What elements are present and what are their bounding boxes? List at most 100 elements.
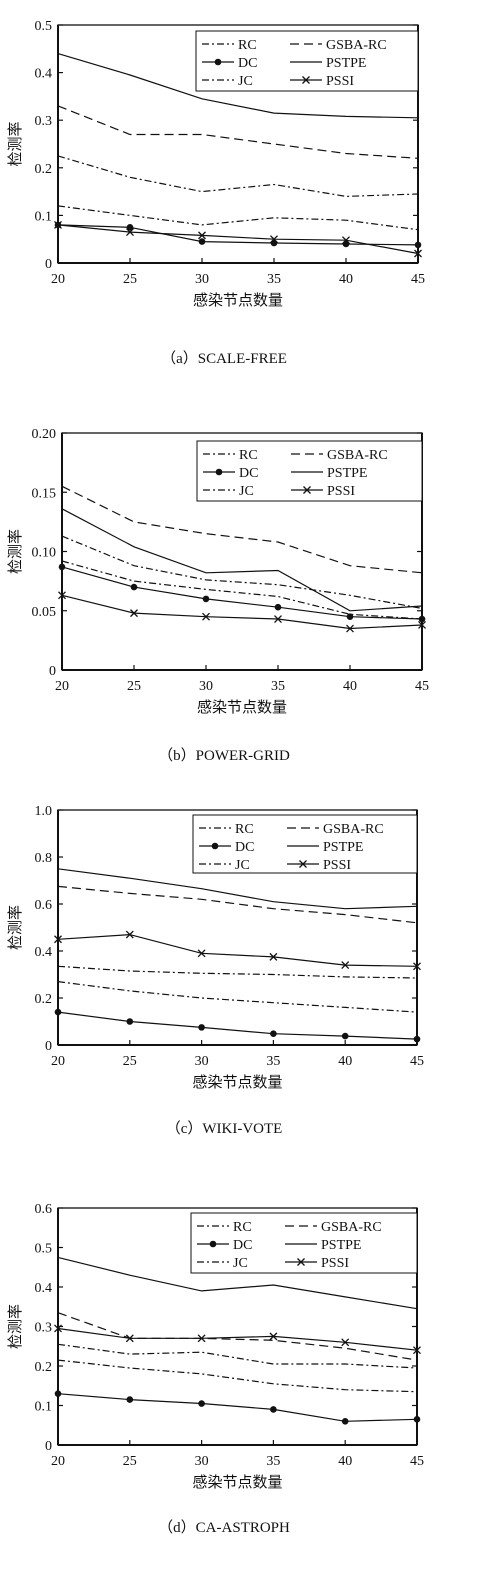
- data-point-dc: [270, 1030, 277, 1038]
- data-point-dc: [58, 563, 66, 571]
- legend-marker-dc: [209, 1240, 217, 1248]
- legend-marker-pssi: [302, 76, 310, 84]
- data-point-pssi: [54, 1324, 62, 1333]
- y-tick-label: 0.10: [32, 546, 57, 561]
- legend-marker-dc: [211, 842, 219, 850]
- y-tick-label: 0.3: [35, 114, 53, 129]
- x-tick-label: 40: [343, 679, 357, 694]
- x-axis-label: 感染节点数量: [192, 1473, 282, 1491]
- data-point-pssi: [270, 235, 278, 244]
- data-point-pssi: [414, 249, 422, 258]
- x-tick-label: 30: [195, 1054, 209, 1069]
- panel-caption: （d）CA-ASTROPH: [158, 1519, 290, 1536]
- y-tick-label: 0: [49, 664, 56, 679]
- chart-panel-3: 0 0.2 0.4 0.6 0.8 1.0 20 25 30 35 40 45 感染节点数量 检测率 RC G…: [6, 804, 424, 1137]
- panel-caption: （b）POWER-GRID: [158, 747, 290, 764]
- y-tick-label: 0.3: [35, 1321, 53, 1336]
- x-tick-label: 25: [123, 1054, 137, 1069]
- data-point-pssi: [413, 962, 421, 971]
- data-point-pssi: [418, 621, 426, 629]
- data-point-dc: [202, 595, 210, 603]
- legend-label-pstpe: PSTPE: [321, 1238, 361, 1253]
- data-point-pssi: [274, 615, 282, 624]
- data-point-dc: [126, 224, 134, 231]
- y-tick-label: 0.4: [35, 1281, 53, 1296]
- legend-label-dc: DC: [233, 1238, 252, 1253]
- legend-marker-pssi: [297, 1258, 305, 1266]
- series-line-rc: [57, 205, 419, 231]
- y-tick-label: 0.2: [35, 162, 53, 177]
- series-line-pssi: [57, 224, 419, 255]
- legend-marker-dc: [215, 468, 223, 476]
- legend-label-jc: JC: [239, 484, 254, 499]
- y-tick-label: 0.6: [35, 898, 53, 913]
- x-tick-label: 30: [195, 1454, 209, 1469]
- data-point-pssi: [341, 1338, 350, 1347]
- data-point-pssi: [54, 220, 62, 229]
- data-point-pssi: [197, 1334, 206, 1343]
- legend-label-dc: DC: [238, 56, 257, 71]
- series-line-pssi: [57, 1327, 418, 1351]
- y-tick-label: 0: [45, 1039, 52, 1054]
- series-line-gsba-rc: [61, 485, 423, 574]
- y-tick-label: 0.05: [32, 605, 57, 620]
- chart-panel-4: 0 0.1 0.2 0.3 0.4 0.5 0.6 20 25 30 35 40 45 感染节点数量 检测率…: [6, 1202, 424, 1536]
- data-point-dc: [198, 1024, 205, 1031]
- series-line-jc: [57, 155, 419, 198]
- legend-label-pssi: PSSI: [326, 74, 354, 89]
- x-axis-label: 感染节点数量: [192, 1073, 282, 1091]
- series-line-gsba-rc: [57, 885, 418, 924]
- series-line-dc: [61, 566, 423, 620]
- y-tick-label: 0: [45, 1439, 52, 1454]
- series-line-gsba-rc: [57, 105, 419, 159]
- x-tick-label: 20: [51, 272, 65, 287]
- y-tick-label: 1.0: [35, 804, 53, 819]
- data-point-pssi: [130, 609, 138, 618]
- y-tick-label: 0.5: [35, 19, 53, 34]
- legend-marker-pssi: [299, 860, 307, 868]
- x-tick-label: 45: [415, 679, 429, 694]
- legend-label-gsba-rc: GSBA-RC: [323, 822, 384, 837]
- data-point-pssi: [346, 624, 354, 633]
- x-tick-label: 45: [410, 1454, 424, 1469]
- data-point-dc: [414, 241, 422, 249]
- y-tick-label: 0.4: [35, 945, 53, 960]
- series-line-jc: [57, 1359, 418, 1393]
- series-line-rc: [57, 1343, 418, 1369]
- legend-label-pstpe: PSTPE: [323, 840, 363, 855]
- x-axis-label: 感染节点数量: [193, 291, 283, 309]
- y-tick-label: 0.5: [35, 1242, 53, 1257]
- y-tick-label: 0.2: [35, 1360, 53, 1375]
- legend-label-rc: RC: [233, 1220, 252, 1235]
- data-point-dc: [54, 1008, 62, 1016]
- series-line-rc: [57, 965, 418, 979]
- data-point-pssi: [342, 236, 350, 245]
- series-line-rc: [61, 560, 423, 620]
- y-tick-label: 0.4: [35, 67, 53, 82]
- legend-label-pstpe: PSTPE: [326, 56, 366, 71]
- x-tick-label: 40: [338, 1054, 352, 1069]
- data-point-dc: [126, 1396, 134, 1403]
- y-tick-label: 0.6: [35, 1202, 53, 1217]
- x-tick-label: 35: [266, 1454, 280, 1469]
- x-tick-label: 35: [271, 679, 285, 694]
- x-tick-label: 25: [127, 679, 141, 694]
- series-line-pstpe: [61, 508, 423, 612]
- series-line-dc: [57, 224, 419, 246]
- data-point-pssi: [202, 612, 210, 621]
- data-point-dc: [274, 603, 282, 611]
- legend-marker-dc: [214, 58, 222, 66]
- chart-panel-1: 0 0.1 0.2 0.3 0.4 0.5 20 25 30 35 40 45 感染节点数量 检测率 RC G…: [6, 19, 425, 367]
- data-point-pssi: [125, 930, 134, 939]
- data-point-dc: [270, 1406, 277, 1413]
- data-point-pssi: [58, 591, 66, 600]
- x-tick-label: 45: [410, 1054, 424, 1069]
- y-tick-label: 0.20: [32, 427, 57, 442]
- data-point-dc: [413, 1035, 421, 1043]
- x-tick-label: 20: [55, 679, 69, 694]
- data-point-pssi: [269, 1332, 278, 1341]
- panel-caption: （c）WIKI-VOTE: [166, 1120, 283, 1137]
- data-point-dc: [341, 1418, 349, 1425]
- x-tick-label: 30: [195, 272, 209, 287]
- legend-label-jc: JC: [235, 858, 250, 873]
